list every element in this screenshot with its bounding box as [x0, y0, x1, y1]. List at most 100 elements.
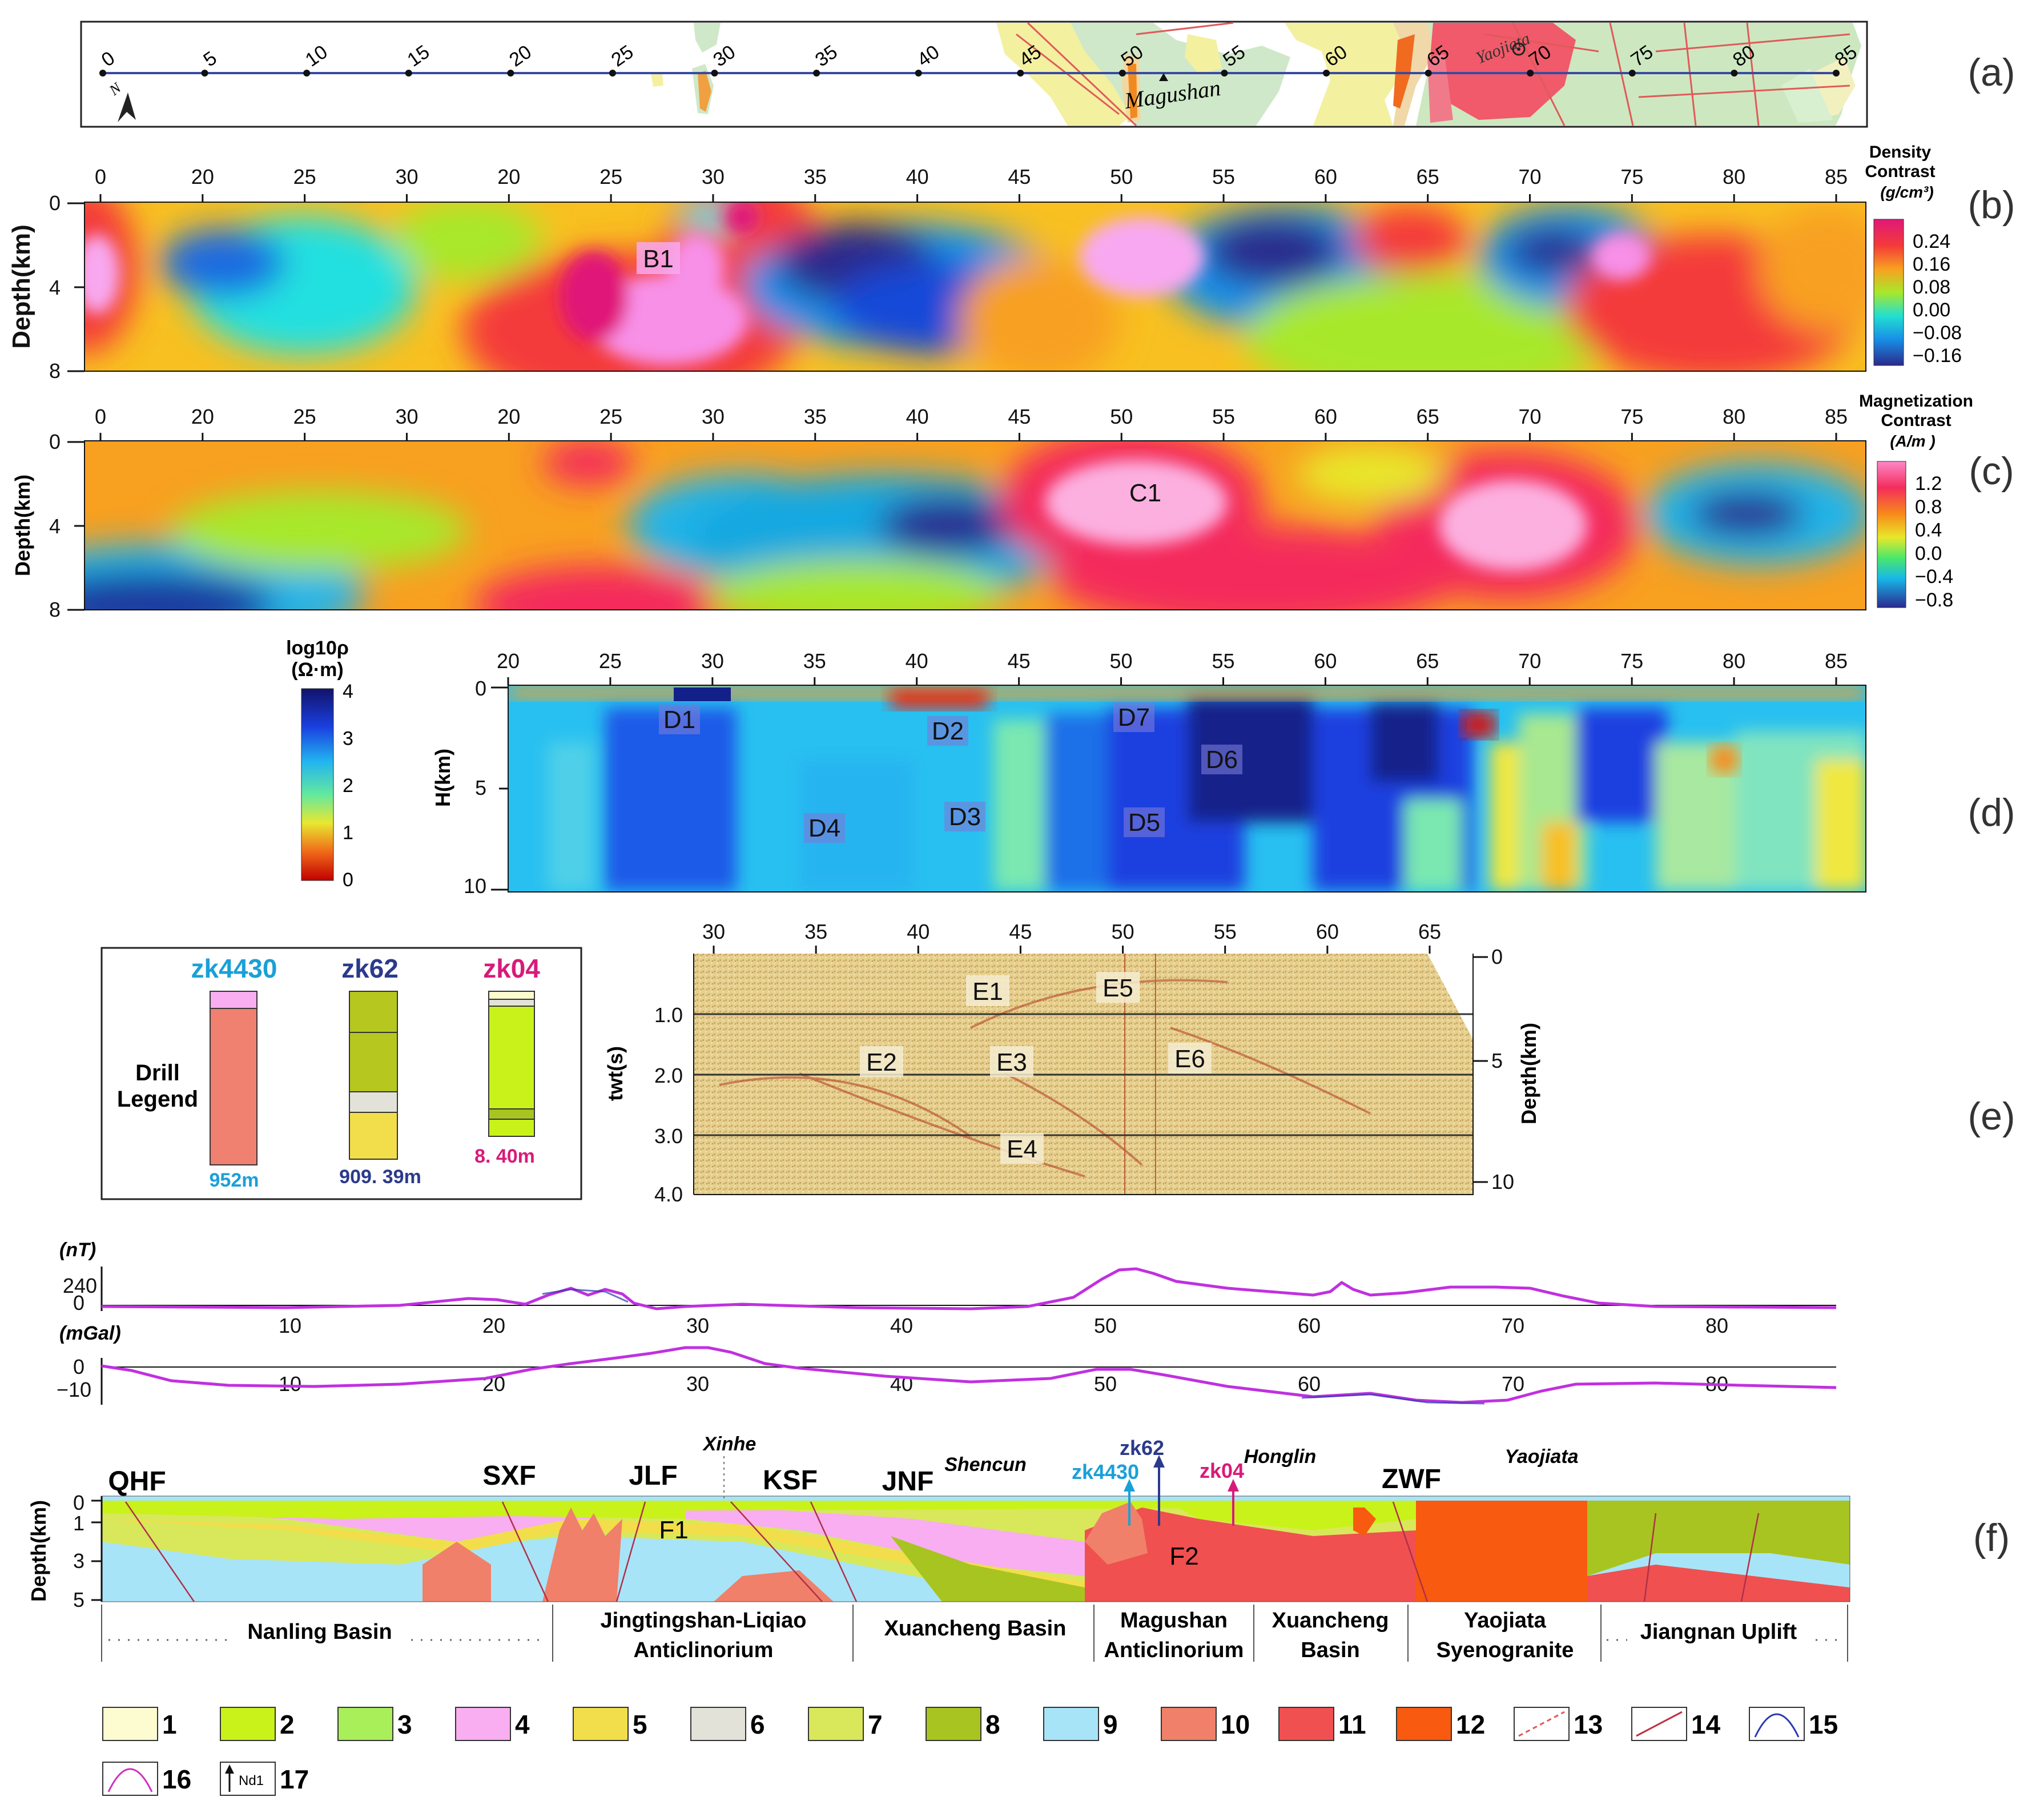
legend-item-11: 11 — [1278, 1707, 1366, 1741]
map-tick-dot — [507, 70, 514, 77]
tick-label: 65 — [1416, 649, 1439, 673]
anomaly-label: D4 — [808, 814, 840, 842]
seismic-anomaly-labels: E1 E2 E3 E4 E5 E6 — [860, 972, 1212, 1164]
anomaly-label: D5 — [1128, 809, 1160, 837]
resistivity-colorbar: log10ρ (Ω·m) 4 3 2 1 0 — [286, 637, 353, 891]
anomaly-label: D1 — [663, 706, 695, 734]
profile-tick-label: 10 — [279, 1314, 301, 1337]
anomaly-label: E6 — [1174, 1045, 1205, 1073]
colorbar-label: −0.8 — [1915, 589, 1953, 611]
tick-label: 70 — [1519, 405, 1542, 428]
legend-nd-label: Nd1 — [239, 1773, 264, 1788]
svg-text:Anticlinorium: Anticlinorium — [1104, 1638, 1244, 1662]
tick-label: 55 — [1212, 165, 1235, 188]
tick-label: 35 — [804, 405, 827, 428]
tick-label: 75 — [1620, 405, 1643, 428]
tick-label: 45 — [1008, 405, 1031, 428]
legend-number: 12 — [1456, 1710, 1485, 1739]
legend-number: 7 — [868, 1710, 883, 1739]
svg-text:Contrast: Contrast — [1881, 411, 1951, 430]
tick-label: 40 — [906, 405, 929, 428]
mag-profile-x-ticks: 10 20 30 40 50 60 70 80 — [279, 1314, 1728, 1337]
svg-text:Nanling Basin: Nanling Basin — [247, 1620, 392, 1644]
map-tick-dot — [1628, 70, 1636, 77]
anomaly-box — [1168, 1043, 1212, 1074]
anomaly-box — [1000, 1133, 1044, 1164]
anomaly-box — [659, 705, 700, 734]
svg-text:zk4430: zk4430 — [1072, 1460, 1139, 1484]
colorbar-label: 0.16 — [1913, 254, 1950, 275]
anomaly-box — [1201, 745, 1242, 774]
tick-label: 80 — [1723, 165, 1745, 188]
tick-label: 85 — [1825, 165, 1848, 188]
svg-text:Anticlinorium: Anticlinorium — [634, 1638, 774, 1662]
drill-arrow-icon — [1124, 1479, 1135, 1492]
colorbar-label: 3 — [343, 728, 353, 750]
legend-item-5: 5 — [573, 1707, 647, 1741]
legend-item-15: 15 — [1749, 1707, 1838, 1741]
panel-tag-d: (d) — [1967, 791, 2015, 834]
svg-text:Basin: Basin — [1301, 1638, 1359, 1662]
svg-text:10: 10 — [1491, 1170, 1514, 1193]
svg-text:(g/cm³): (g/cm³) — [1880, 183, 1933, 201]
legend-item-16: 16 — [102, 1762, 191, 1796]
profile-tick-label: 70 — [1502, 1314, 1524, 1337]
tick-label: 85 — [1825, 649, 1848, 673]
panel-b-density: 0 20 25 30 20 25 30 35 40 45 50 55 60 65 70 75 80 85 Dept… — [7, 143, 2015, 383]
section-unit-labels: Nanling Basin Jingtingshan-Liqiao Anticl… — [101, 1605, 1848, 1662]
profile-tick-label: 30 — [686, 1314, 709, 1337]
profiles: (nT) 240 0 10 20 30 40 50 60 70 80 (mGal) 0 −10… — [57, 1239, 1837, 1405]
panel-tag-b: (b) — [1967, 183, 2015, 227]
tick-label: 20 — [191, 405, 214, 428]
anomaly-box — [944, 802, 985, 831]
section-fault-labels: QHF SXF JLF KSF JNF ZWF — [108, 1461, 1441, 1497]
anomaly-label: D7 — [1118, 704, 1150, 731]
svg-text:Yaojiata: Yaojiata — [1464, 1609, 1546, 1633]
svg-text:0: 0 — [73, 1291, 85, 1314]
anomaly-label: E3 — [996, 1048, 1027, 1076]
drill-column-zk4430 — [210, 991, 257, 1165]
anomaly-label: E5 — [1103, 974, 1133, 1002]
legend-number: 10 — [1221, 1710, 1250, 1739]
anomaly-box — [1113, 702, 1154, 732]
svg-text:Density: Density — [1869, 143, 1932, 162]
drill-arrow-icon — [1228, 1479, 1239, 1492]
seismic-twt-ticks: 1.0 2.0 3.0 4.0 — [654, 1003, 683, 1206]
tick-label: 80 — [1723, 649, 1745, 673]
legend-number: 16 — [162, 1764, 191, 1794]
colorbar-label: 0.24 — [1913, 231, 1950, 252]
legend-number: 8 — [985, 1710, 1000, 1739]
map-tick-dot — [1527, 70, 1534, 77]
svg-text:KSF: KSF — [763, 1465, 818, 1496]
colorbar-label: −0.16 — [1913, 345, 1962, 367]
colorbar-label: 0.00 — [1913, 299, 1950, 321]
tick-label: 30 — [702, 165, 725, 188]
profile-tick-label: 60 — [1298, 1314, 1321, 1337]
drill-column-zk04 — [488, 991, 535, 1137]
tick-label: 35 — [803, 649, 826, 673]
tick-label: 0 — [95, 405, 106, 428]
seismic-depth-ticks: 0 5 10 — [1473, 945, 1514, 1193]
legend-item-2: 2 — [220, 1707, 295, 1741]
legend-number: 17 — [280, 1764, 309, 1794]
profile-tick-label: 70 — [1502, 1372, 1524, 1396]
tick-label: 80 — [1723, 405, 1745, 428]
anomaly-label: D2 — [932, 717, 964, 745]
section-depth-label: Depth(km) — [27, 1500, 50, 1602]
svg-text:Yaojiata: Yaojiata — [1504, 1446, 1578, 1468]
tick-label: 40 — [906, 649, 928, 673]
svg-text:Honglin: Honglin — [1244, 1446, 1317, 1468]
panel-c-magnetization: 0 20 25 30 20 25 30 35 40 45 50 55 60 65 70 75 80 85 Dept… — [11, 392, 2014, 621]
section-fault-lines — [124, 1501, 1760, 1602]
legend-item-14: 14 — [1631, 1707, 1721, 1741]
tick-label: 85 — [1825, 405, 1848, 428]
svg-text:8: 8 — [49, 359, 61, 383]
tick-label: 70 — [1519, 165, 1542, 188]
profile-tick-label: 40 — [890, 1314, 913, 1337]
svg-text:2.0: 2.0 — [654, 1064, 683, 1087]
drill-arrow-icon — [225, 1764, 234, 1774]
magnetization-top-ticks: 0 20 25 30 20 25 30 35 40 45 50 55 60 65 70 75 80 85 — [95, 405, 1848, 441]
map-tick-dot — [1833, 70, 1840, 77]
map-tick-dot — [99, 70, 106, 77]
